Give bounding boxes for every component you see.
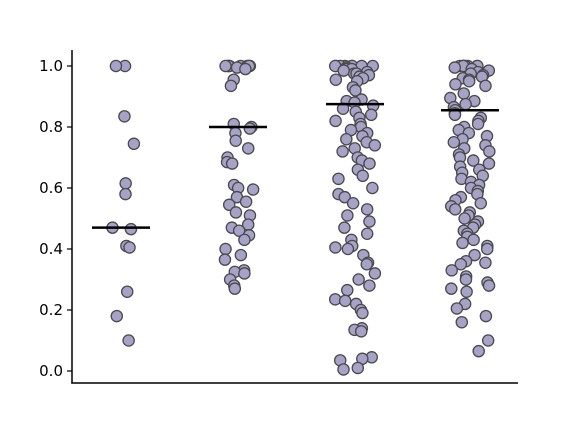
data-point <box>472 344 485 358</box>
data-point <box>225 157 239 170</box>
data-point <box>346 196 360 210</box>
data-point <box>122 334 135 347</box>
data-point <box>110 309 124 323</box>
data-point <box>467 233 480 247</box>
data-point <box>120 285 134 298</box>
data-point <box>356 169 369 183</box>
data-point <box>243 122 257 135</box>
data-point <box>119 177 132 190</box>
data-point <box>229 206 243 219</box>
data-point <box>456 236 469 250</box>
data-point <box>119 187 132 201</box>
data-point <box>118 110 131 123</box>
data-point <box>224 79 238 93</box>
data-point <box>218 253 232 266</box>
data-point <box>238 267 251 280</box>
data-point <box>354 325 368 338</box>
data-point <box>471 117 485 131</box>
data-point <box>338 190 351 204</box>
data-point <box>479 309 493 323</box>
data-point <box>360 227 374 240</box>
data-point <box>368 267 382 280</box>
data-point <box>474 196 488 210</box>
data-point <box>363 279 376 292</box>
data-point <box>366 181 379 195</box>
data-point <box>109 59 123 73</box>
data-point <box>467 154 480 167</box>
data-point <box>468 248 481 262</box>
data-point <box>455 315 469 329</box>
data-point <box>341 209 354 222</box>
data-point <box>329 73 343 86</box>
data-point <box>341 283 354 297</box>
y-tick-label: 0.8 <box>39 118 63 136</box>
data-point <box>460 285 473 298</box>
data-point <box>462 75 476 88</box>
data-point <box>445 264 458 277</box>
data-point <box>360 257 374 271</box>
data-point <box>368 139 382 152</box>
data-point <box>448 61 461 74</box>
data-point <box>229 134 242 147</box>
y-tick-label: 0.2 <box>39 301 63 319</box>
data-point <box>239 195 253 208</box>
y-tick-label: 0.6 <box>39 179 63 197</box>
y-tick-label: 1.0 <box>39 57 63 75</box>
data-point <box>448 203 462 216</box>
data-point <box>481 334 495 347</box>
data-point <box>363 157 376 170</box>
data-point <box>483 145 496 158</box>
data-point <box>124 222 138 236</box>
data-point <box>234 248 248 262</box>
data-point <box>363 215 376 228</box>
data-points <box>106 59 496 376</box>
data-point <box>332 172 345 186</box>
data-point <box>127 137 141 151</box>
data-point <box>458 212 471 225</box>
y-axis-ticks: 0.0 0.2 0.4 0.6 0.8 1.0 <box>39 57 72 380</box>
data-point <box>454 257 468 271</box>
data-point <box>352 273 365 286</box>
data-point <box>356 306 369 320</box>
data-point <box>445 282 458 295</box>
data-point <box>329 114 342 128</box>
data-point <box>219 59 232 73</box>
data-point <box>341 242 355 256</box>
data-point <box>338 294 352 308</box>
data-point <box>450 302 464 315</box>
data-point <box>480 242 494 256</box>
mean-lines <box>92 102 499 229</box>
data-point <box>337 363 350 376</box>
data-point <box>360 203 374 216</box>
data-point <box>479 79 492 93</box>
data-point <box>479 256 492 269</box>
data-point <box>447 135 461 149</box>
data-point <box>349 84 362 97</box>
data-point <box>239 62 252 76</box>
data-point <box>482 279 496 292</box>
data-point <box>336 145 349 158</box>
data-point <box>238 233 251 247</box>
y-tick-label: 0.4 <box>39 240 63 258</box>
data-point <box>457 87 471 100</box>
data-point <box>340 132 353 146</box>
data-point <box>449 78 462 91</box>
data-point <box>459 273 473 286</box>
data-point <box>241 142 255 155</box>
data-point <box>246 183 260 196</box>
y-tick-label: 0.0 <box>39 362 63 380</box>
data-point <box>329 241 342 254</box>
data-point <box>228 282 242 295</box>
data-point <box>482 157 496 170</box>
data-point <box>123 241 136 254</box>
data-point <box>364 108 378 122</box>
data-point <box>232 224 246 237</box>
data-point <box>338 221 351 234</box>
data-point <box>351 361 365 375</box>
data-point <box>459 97 472 111</box>
data-point <box>219 242 232 256</box>
data-point <box>337 64 350 77</box>
